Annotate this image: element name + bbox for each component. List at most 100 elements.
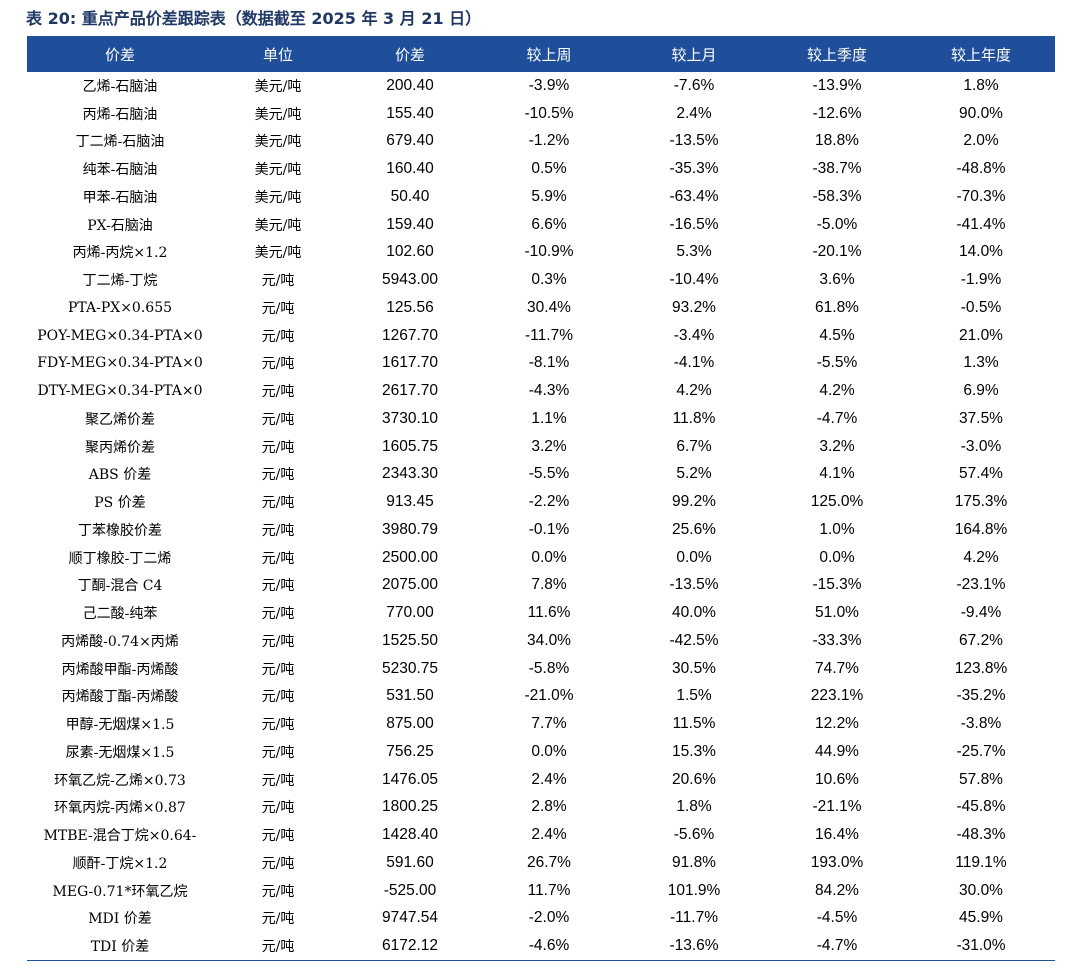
unit-cell: 美元/吨 [254,217,302,234]
week-change-cell: 7.7% [531,715,567,733]
week-change-cell: 11.7% [527,881,571,899]
table-row: 丙烯酸丁酯-丙烯酸 元/吨 531.50 -21.0% 1.5% 223.1% -35.2% [27,683,1055,711]
quarter-change-cell: 51.0% [815,604,859,622]
week-change-cell: 2.4% [531,770,567,788]
column-header-quarter: 较上季度 [767,36,907,72]
week-change-cell: -11.7% [525,326,573,344]
week-change-cell: 0.0% [531,548,567,566]
spread-name-cell: 丁苯橡胶价差 [78,522,162,539]
spread-value-cell: 770.00 [386,604,434,622]
quarter-change-cell: 74.7% [815,659,859,677]
table-row: 顺酐-丁烷×1.2 元/吨 591.60 26.7% 91.8% 193.0% 119.1% [27,849,1055,877]
unit-cell: 美元/吨 [254,106,302,123]
week-change-cell: 11.6% [527,604,571,622]
quarter-change-cell: 3.6% [819,271,855,289]
week-change-cell: -4.3% [528,382,570,400]
quarter-change-cell: 4.2% [819,382,855,400]
unit-cell: 元/吨 [213,932,343,962]
quarter-change-cell: 193.0% [810,853,864,871]
year-change-cell: 30.0% [959,881,1003,899]
spread-value-cell: -525.00 [383,881,437,899]
year-change-cell: -48.3% [956,826,1006,844]
quarter-change-cell: 0.0% [819,548,855,566]
spread-name-cell: 甲苯-石脑油 [82,189,158,206]
spread-name-cell: 聚丙烯价差 [85,439,155,456]
table-row: 丙烯酸甲酯-丙烯酸 元/吨 5230.75 -5.8% 30.5% 74.7% 123.8% [27,655,1055,683]
unit-cell: 美元/吨 [254,245,302,262]
month-change-cell: 1.5% [676,687,712,705]
spread-value-cell: 875.00 [386,715,434,733]
table-row: 己二酸-纯苯 元/吨 770.00 11.6% 40.0% 51.0% -9.4% [27,599,1055,627]
spread-name-cell: 丙烯酸-0.74×丙烯 [61,633,179,650]
table-row: 丁二烯-丁烷 元/吨 5943.00 0.3% -10.4% 3.6% -1.9% [27,266,1055,294]
month-change-cell: -4.1% [673,354,715,372]
spread-name-cell: PX-石脑油 [87,217,153,234]
unit-cell: 元/吨 [261,855,295,872]
column-header-value: 价差 [343,36,477,72]
spread-name-cell: 丙烯-丙烷×1.2 [72,245,168,262]
table-row: PS 价差 元/吨 913.45 -2.2% 99.2% 125.0% 175.3% [27,488,1055,516]
week-change-cell: 34.0% [527,631,571,649]
unit-cell: 元/吨 [261,328,295,345]
spread-name-cell: PTA-PX×0.655 [67,299,173,316]
year-change-cell: -48.8% [956,160,1006,178]
table-row: 顺丁橡胶-丁二烯 元/吨 2500.00 0.0% 0.0% 0.0% 4.2% [27,544,1055,572]
week-change-cell: 3.2% [531,437,567,455]
unit-cell: 元/吨 [261,439,295,456]
table-title: 表 20: 重点产品价差跟踪表（数据截至 2025 年 3 月 21 日） [26,9,482,28]
spread-value-cell: 531.50 [386,687,434,705]
year-change-cell: -3.0% [960,437,1002,455]
unit-cell: 元/吨 [261,883,295,900]
column-header-month: 较上月 [621,36,767,72]
month-change-cell: 91.8% [672,853,716,871]
year-change-cell: -0.5% [960,298,1002,316]
unit-cell: 元/吨 [261,606,295,623]
year-change-cell: 175.3% [954,493,1008,511]
quarter-change-cell: -38.7% [812,160,862,178]
spread-value-cell: 1267.70 [381,326,439,344]
quarter-change-cell: -20.1% [812,243,862,261]
unit-cell: 元/吨 [261,467,295,484]
year-change-cell: 67.2% [959,631,1003,649]
month-change-cell: 5.2% [676,465,712,483]
year-change-cell: 57.8% [959,770,1003,788]
week-change-cell: -10.9% [524,243,574,261]
month-change-cell: 93.2% [672,298,716,316]
month-change-cell: -13.5% [669,576,719,594]
spread-name-cell: 丁酮-混合 C4 [77,578,163,595]
quarter-change-cell: 61.8% [815,298,859,316]
month-change-cell: -35.3% [669,160,719,178]
spread-value-cell: 756.25 [386,742,434,760]
year-change-cell: -35.2% [956,687,1006,705]
unit-cell: 元/吨 [261,689,295,706]
spread-value-cell: 1525.50 [381,631,439,649]
table-row: 乙烯-石脑油 美元/吨 200.40 -3.9% -7.6% -13.9% 1.8% [27,72,1055,100]
year-change-cell: 119.1% [955,853,1007,871]
column-header-spread: 价差 [27,36,213,72]
week-change-cell: -2.2% [528,493,570,511]
spread-name-cell: 尿素-无烟煤×1.5 [65,744,175,761]
quarter-change-cell: 84.2% [815,881,859,899]
unit-cell: 元/吨 [261,550,295,567]
month-change-cell: -11.7% [670,909,718,927]
month-change-cell: 4.2% [676,382,712,400]
year-change-cell: 2.0% [963,132,999,150]
year-change-cell: -70.3% [956,187,1006,205]
unit-cell: 美元/吨 [254,189,302,206]
table-row: 丁二烯-石脑油 美元/吨 679.40 -1.2% -13.5% 18.8% 2.0% [27,128,1055,156]
unit-cell: 元/吨 [261,578,295,595]
month-change-cell: -5.6% [673,826,715,844]
unit-cell: 元/吨 [261,522,295,539]
month-change-cell: -63.4% [669,187,719,205]
week-change-cell: -5.8% [528,659,570,677]
table-row: MTBE-混合丁烷×0.64- 元/吨 1428.40 2.4% -5.6% 16.4% -… [27,821,1055,849]
spread-name-cell: 顺丁橡胶-丁二烯 [68,550,172,567]
spread-value-cell: 50.40 [390,187,430,205]
table-row: 丙烯-丙烷×1.2 美元/吨 102.60 -10.9% 5.3% -20.1% 14.0% [27,239,1055,267]
spread-name-cell: 乙烯-石脑油 [82,78,158,95]
month-change-cell: 2.4% [676,104,712,122]
unit-cell: 元/吨 [261,772,295,789]
year-change-cell: 57.4% [959,465,1003,483]
week-change-cell: -3.9% [528,76,570,94]
table-row: 丁酮-混合 C4 元/吨 2075.00 7.8% -13.5% -15.3% -23.1% [27,572,1055,600]
